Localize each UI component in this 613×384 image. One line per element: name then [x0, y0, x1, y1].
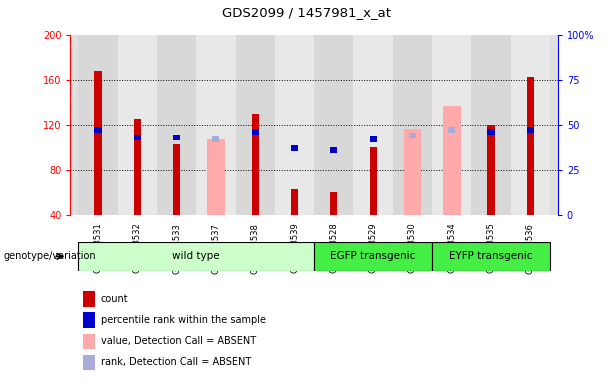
Bar	[83, 291, 94, 306]
Bar	[314, 35, 354, 215]
Text: count: count	[101, 294, 129, 304]
Bar	[527, 127, 534, 133]
Bar	[173, 135, 180, 140]
Bar	[527, 78, 534, 215]
Bar	[487, 129, 495, 135]
Bar	[354, 35, 393, 215]
Bar	[403, 129, 421, 215]
Text: value, Detection Call = ABSENT: value, Detection Call = ABSENT	[101, 336, 256, 346]
Bar	[511, 35, 550, 215]
Bar	[235, 35, 275, 215]
Bar	[83, 313, 94, 328]
Bar	[78, 35, 118, 215]
Bar	[207, 139, 225, 215]
Bar	[370, 136, 376, 142]
Bar	[134, 119, 141, 215]
Bar	[370, 147, 376, 215]
Bar	[330, 147, 337, 153]
Bar	[212, 136, 219, 142]
Text: EYFP transgenic: EYFP transgenic	[449, 251, 533, 262]
Bar	[409, 133, 416, 139]
Text: percentile rank within the sample: percentile rank within the sample	[101, 315, 266, 325]
Text: wild type: wild type	[172, 251, 220, 262]
Bar	[157, 35, 196, 215]
Bar	[432, 35, 471, 215]
Bar	[83, 334, 94, 349]
Bar	[291, 189, 298, 215]
Text: GDS2099 / 1457981_x_at: GDS2099 / 1457981_x_at	[222, 6, 391, 19]
Bar	[314, 242, 432, 271]
Bar	[173, 144, 180, 215]
Bar	[78, 242, 314, 271]
Bar	[432, 242, 550, 271]
Bar	[196, 35, 235, 215]
Bar	[275, 35, 314, 215]
Bar	[118, 35, 157, 215]
Bar	[252, 114, 259, 215]
Bar	[393, 35, 432, 215]
Bar	[291, 146, 298, 151]
Text: EGFP transgenic: EGFP transgenic	[330, 251, 416, 262]
Bar	[134, 135, 141, 140]
Bar	[330, 192, 337, 215]
Bar	[487, 125, 495, 215]
Bar	[94, 127, 102, 133]
Bar	[448, 127, 455, 133]
Bar	[83, 355, 94, 370]
Text: rank, Detection Call = ABSENT: rank, Detection Call = ABSENT	[101, 358, 251, 367]
Text: genotype/variation: genotype/variation	[3, 251, 96, 262]
Bar	[471, 35, 511, 215]
Bar	[443, 106, 460, 215]
Bar	[252, 129, 259, 135]
Bar	[94, 71, 102, 215]
